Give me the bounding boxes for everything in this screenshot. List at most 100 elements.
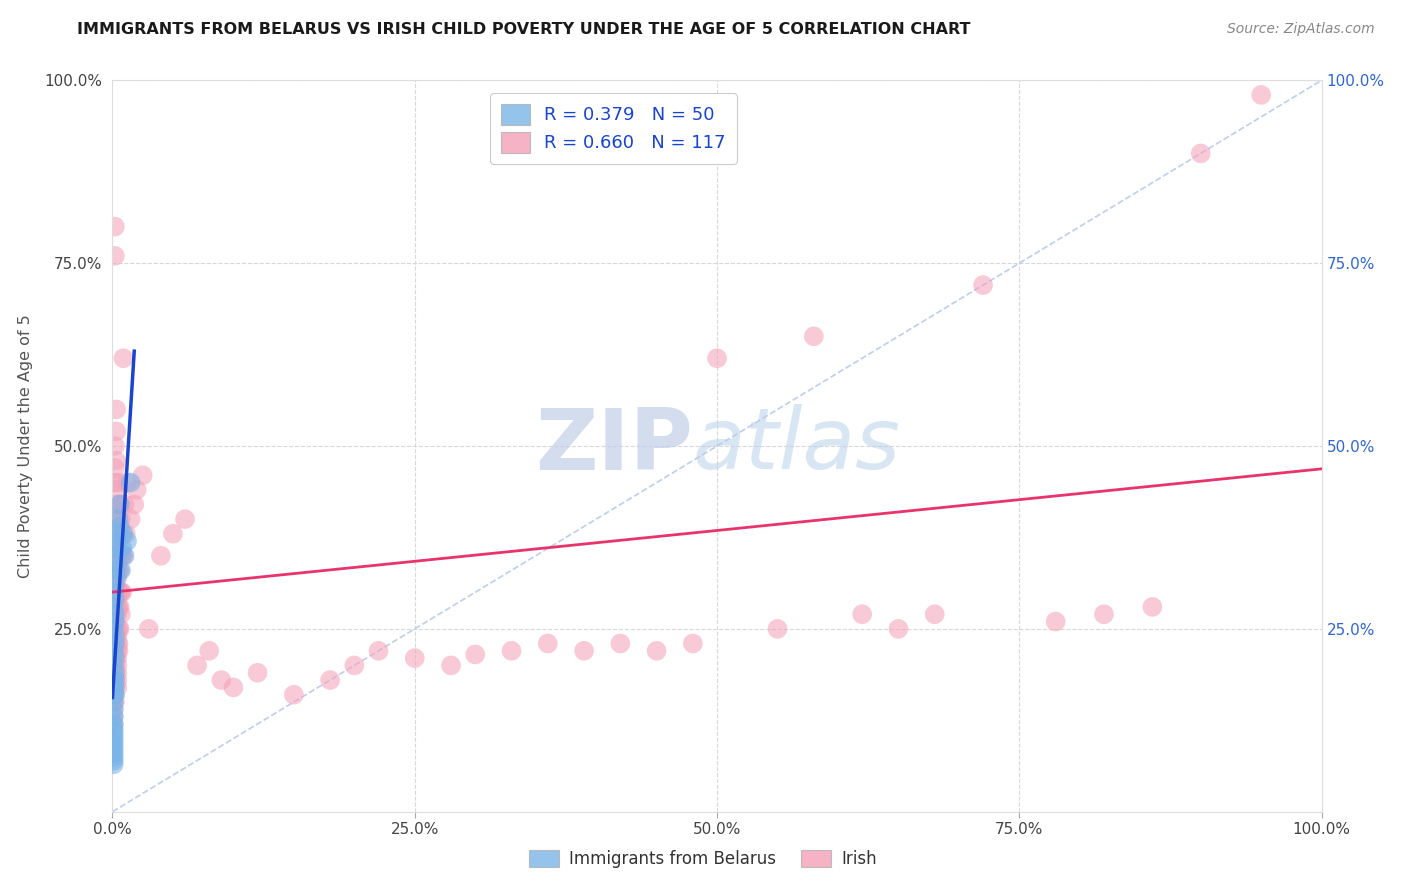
- Point: [111, 526, 134, 541]
- Point: [104, 219, 127, 234]
- Point: [104, 673, 127, 687]
- Point: [105, 665, 128, 680]
- Point: [108, 498, 131, 512]
- Point: [198, 644, 221, 658]
- Point: [103, 749, 125, 764]
- Point: [104, 607, 127, 622]
- Point: [887, 622, 910, 636]
- Point: [104, 681, 127, 695]
- Point: [103, 695, 125, 709]
- Point: [125, 483, 148, 497]
- Point: [103, 731, 125, 746]
- Point: [115, 475, 138, 490]
- Point: [105, 498, 128, 512]
- Point: [105, 599, 128, 614]
- Point: [367, 644, 389, 658]
- Point: [174, 512, 197, 526]
- Text: ZIP: ZIP: [536, 404, 693, 488]
- Point: [104, 439, 127, 453]
- Point: [105, 483, 128, 497]
- Point: [107, 563, 129, 577]
- Point: [111, 541, 134, 556]
- Point: [103, 644, 125, 658]
- Point: [108, 549, 131, 563]
- Point: [107, 644, 129, 658]
- Point: [103, 526, 125, 541]
- Point: [110, 563, 132, 577]
- Point: [104, 688, 127, 702]
- Point: [110, 512, 132, 526]
- Point: [209, 673, 232, 687]
- Point: [104, 636, 127, 650]
- Point: [104, 615, 127, 629]
- Point: [112, 526, 135, 541]
- Point: [105, 629, 128, 643]
- Point: [103, 673, 125, 687]
- Point: [107, 585, 129, 599]
- Point: [105, 681, 128, 695]
- Point: [108, 563, 131, 577]
- Point: [104, 607, 127, 622]
- Point: [149, 549, 172, 563]
- Point: [104, 578, 127, 592]
- Y-axis label: Child Poverty Under the Age of 5: Child Poverty Under the Age of 5: [18, 314, 32, 578]
- Point: [105, 549, 128, 563]
- Point: [105, 549, 128, 563]
- Point: [105, 571, 128, 585]
- Point: [103, 658, 125, 673]
- Point: [105, 658, 128, 673]
- Point: [645, 644, 668, 658]
- Point: [107, 622, 129, 636]
- Point: [501, 644, 523, 658]
- Point: [104, 512, 127, 526]
- Point: [104, 541, 127, 556]
- Point: [107, 526, 129, 541]
- Point: [1250, 87, 1272, 102]
- Point: [111, 585, 134, 599]
- Point: [103, 757, 125, 772]
- Point: [105, 541, 128, 556]
- Point: [162, 526, 184, 541]
- Point: [110, 585, 132, 599]
- Point: [104, 665, 127, 680]
- Point: [104, 629, 127, 643]
- Text: IMMIGRANTS FROM BELARUS VS IRISH CHILD POVERTY UNDER THE AGE OF 5 CORRELATION CH: IMMIGRANTS FROM BELARUS VS IRISH CHILD P…: [77, 22, 970, 37]
- Point: [103, 673, 125, 687]
- Point: [105, 453, 128, 467]
- Point: [103, 739, 125, 753]
- Point: [104, 629, 127, 643]
- Point: [103, 599, 125, 614]
- Point: [114, 498, 136, 512]
- Point: [110, 549, 132, 563]
- Point: [803, 329, 825, 343]
- Point: [1045, 615, 1067, 629]
- Point: [108, 599, 131, 614]
- Point: [115, 534, 138, 549]
- Point: [120, 475, 142, 490]
- Point: [103, 695, 125, 709]
- Point: [111, 549, 134, 563]
- Point: [103, 622, 125, 636]
- Point: [105, 563, 128, 577]
- Text: Source: ZipAtlas.com: Source: ZipAtlas.com: [1227, 22, 1375, 37]
- Point: [104, 461, 127, 475]
- Point: [103, 717, 125, 731]
- Point: [104, 571, 127, 585]
- Point: [104, 585, 127, 599]
- Point: [110, 526, 132, 541]
- Point: [103, 728, 125, 742]
- Point: [104, 475, 127, 490]
- Point: [107, 526, 129, 541]
- Point: [186, 658, 208, 673]
- Point: [103, 709, 125, 723]
- Point: [851, 607, 873, 622]
- Point: [104, 563, 127, 577]
- Text: atlas: atlas: [693, 404, 901, 488]
- Point: [105, 512, 128, 526]
- Point: [105, 607, 128, 622]
- Point: [104, 534, 127, 549]
- Point: [103, 709, 125, 723]
- Point: [105, 622, 128, 636]
- Point: [108, 519, 131, 533]
- Point: [103, 721, 125, 735]
